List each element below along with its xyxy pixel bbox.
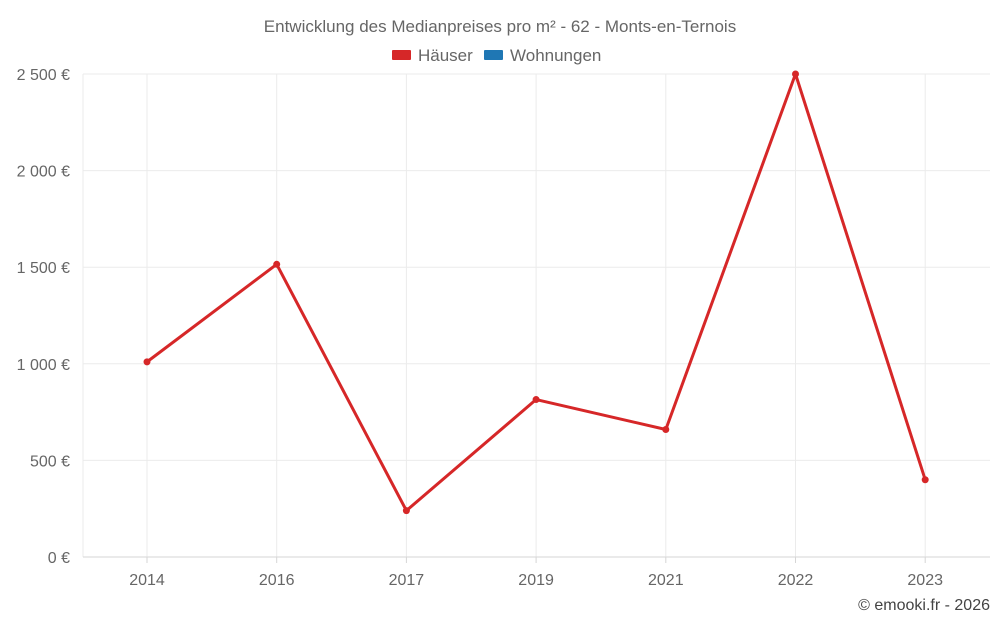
x-tick-label: 2021 (648, 572, 684, 589)
legend-label-wohnungen[interactable]: Wohnungen (510, 46, 601, 65)
data-point[interactable] (273, 260, 281, 268)
data-point[interactable] (662, 425, 670, 433)
legend-swatch-wohnungen[interactable] (484, 50, 503, 60)
x-tick-label: 2017 (389, 572, 425, 589)
x-tick-label: 2014 (129, 572, 165, 589)
x-tick-label: 2022 (778, 572, 814, 589)
y-tick-label: 1 500 € (17, 260, 70, 277)
y-tick-label: 0 € (48, 550, 70, 567)
legend-label-hauser[interactable]: Häuser (418, 46, 473, 65)
x-tick-label: 2023 (907, 572, 943, 589)
data-point[interactable] (921, 476, 929, 484)
y-tick-label: 1 000 € (17, 357, 70, 374)
data-point[interactable] (402, 507, 410, 515)
data-point[interactable] (532, 396, 540, 404)
data-point[interactable] (143, 358, 151, 366)
data-point[interactable] (792, 70, 799, 78)
legend: Häuser Wohnungen (392, 46, 601, 65)
gridlines (83, 73, 990, 557)
series-layer (143, 70, 929, 515)
y-tick-label: 2 000 € (17, 164, 70, 181)
credit-text: © emooki.fr - 2026 (858, 597, 990, 614)
x-tick-label: 2019 (518, 572, 554, 589)
legend-swatch-hauser[interactable] (392, 50, 411, 60)
y-tick-label: 500 € (30, 453, 70, 470)
x-tick-label: 2016 (259, 572, 295, 589)
y-tick-label: 2 500 € (17, 67, 70, 84)
axes: 0 € 500 € 1 000 € 1 500 € 2 000 € 2 500 € 2014… (17, 67, 990, 589)
chart-title: Entwicklung des Medianpreises pro m² - 6… (264, 17, 736, 36)
